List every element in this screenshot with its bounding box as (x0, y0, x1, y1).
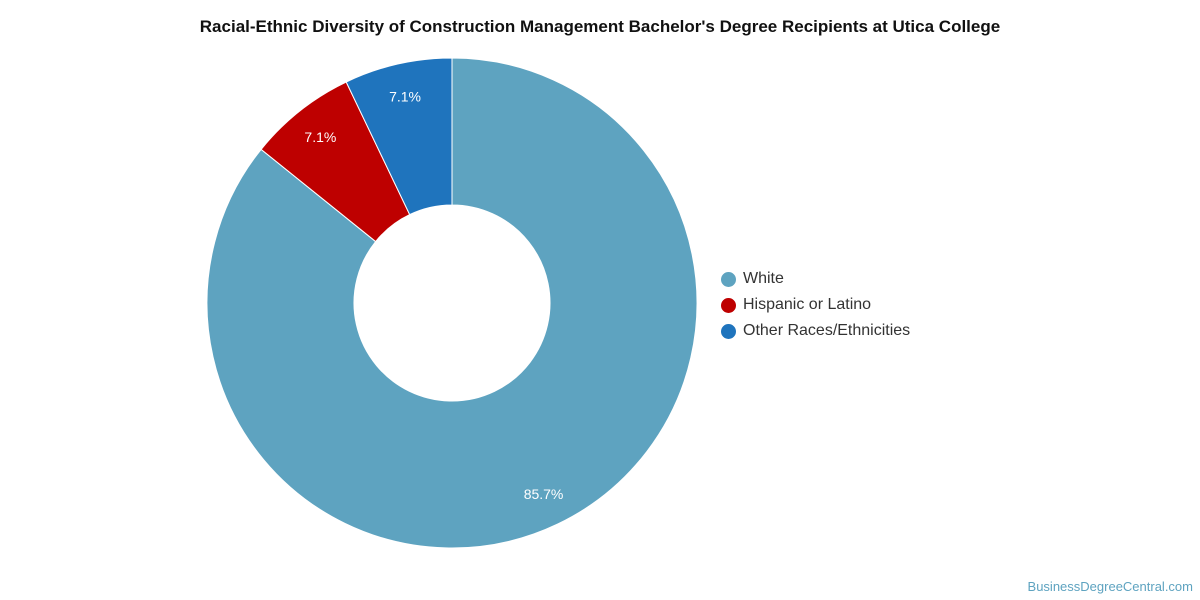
legend-label: Other Races/Ethnicities (743, 322, 911, 339)
donut-slice-other-races-ethnicities[interactable] (345, 57, 453, 216)
legend-dot-icon (721, 271, 736, 287)
legend-label: White (743, 270, 784, 287)
source-credit[interactable]: BusinessDegreeCentral.com (1027, 579, 1193, 594)
legend-item-white[interactable]: White (721, 266, 910, 292)
legend-item-hispanic-or-latino[interactable]: Hispanic or Latino (721, 292, 910, 318)
legend-dot-icon (721, 297, 736, 313)
legend-item-other-races-ethnicities[interactable]: Other Races/Ethnicities (721, 318, 910, 344)
slice-label-white: 85.7% (524, 486, 564, 502)
donut-slice-white[interactable] (206, 57, 698, 549)
slice-label-other-races-ethnicities: 7.1% (389, 88, 421, 104)
chart-title: Racial-Ethnic Diversity of Construction … (199, 17, 1001, 36)
slice-label-hispanic-or-latino: 7.1% (304, 129, 336, 145)
legend-dot-icon (721, 323, 736, 339)
legend-label: Hispanic or Latino (743, 296, 872, 313)
chart-legend: White Hispanic or Latino Other Races/Ethni… (721, 266, 910, 344)
